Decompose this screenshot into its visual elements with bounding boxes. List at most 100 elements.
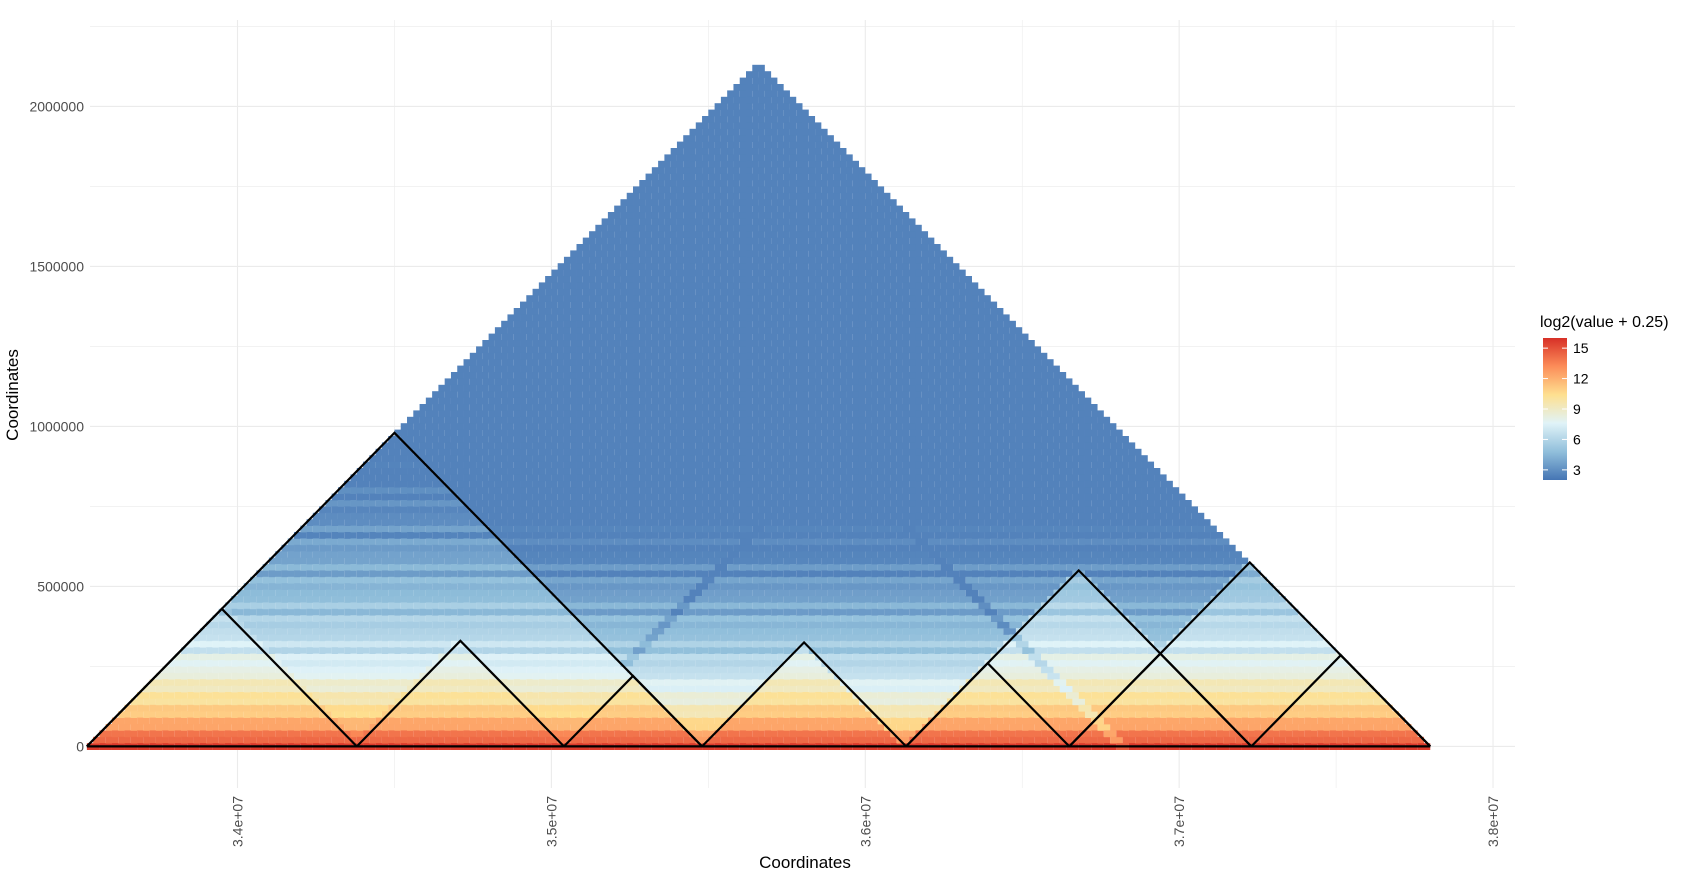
heatmap-cell xyxy=(821,186,834,193)
heatmap-cell xyxy=(809,289,822,296)
heatmap-cell xyxy=(834,314,847,321)
heatmap-cell xyxy=(620,494,633,501)
heatmap-cell xyxy=(225,730,238,737)
heatmap-cell xyxy=(1104,487,1117,494)
heatmap-cell xyxy=(407,545,420,552)
heatmap-cell xyxy=(765,116,778,123)
heatmap-cell xyxy=(815,231,828,238)
heatmap-cell xyxy=(859,327,872,334)
heatmap-cell xyxy=(752,282,765,289)
heatmap-cell xyxy=(595,673,608,680)
heatmap-cell xyxy=(539,666,552,673)
heatmap-cell xyxy=(991,564,1004,571)
heatmap-cell xyxy=(608,340,621,347)
heatmap-cell xyxy=(520,506,533,513)
heatmap-cell xyxy=(269,583,282,590)
heatmap-cell xyxy=(1054,449,1067,456)
heatmap-cell xyxy=(489,474,502,481)
heatmap-cell xyxy=(872,263,885,270)
heatmap-cell xyxy=(476,628,489,635)
heatmap-cell xyxy=(212,641,225,648)
heatmap-cell xyxy=(696,622,709,629)
heatmap-cell xyxy=(752,90,765,97)
heatmap-cell xyxy=(815,180,828,187)
heatmap-cell xyxy=(915,346,928,353)
heatmap-cell xyxy=(451,423,464,430)
heatmap-cell xyxy=(815,718,828,725)
heatmap-cell xyxy=(426,564,439,571)
heatmap-cell xyxy=(828,641,841,648)
heatmap-cell xyxy=(815,372,828,379)
heatmap-cell xyxy=(727,500,740,507)
heatmap-cell xyxy=(708,558,721,565)
heatmap-cell xyxy=(564,321,577,328)
heatmap-cell xyxy=(959,481,972,488)
heatmap-cell xyxy=(928,666,941,673)
heatmap-cell xyxy=(972,634,985,641)
heatmap-cell xyxy=(759,494,772,501)
heatmap-cell xyxy=(577,346,590,353)
heatmap-cell xyxy=(281,609,294,616)
heatmap-cell xyxy=(909,634,922,641)
heatmap-cell xyxy=(545,673,558,680)
heatmap-cell xyxy=(162,679,175,686)
heatmap-cell xyxy=(790,500,803,507)
heatmap-cell xyxy=(357,634,370,641)
heatmap-cell xyxy=(269,609,282,616)
heatmap-cell xyxy=(815,308,828,315)
heatmap-cell xyxy=(947,570,960,577)
heatmap-cell xyxy=(727,193,740,200)
heatmap-cell xyxy=(520,417,533,424)
heatmap-cell xyxy=(872,378,885,385)
heatmap-cell xyxy=(815,270,828,277)
heatmap-cell xyxy=(583,391,596,398)
heatmap-cell xyxy=(514,410,527,417)
heatmap-cell xyxy=(897,506,910,513)
heatmap-cell xyxy=(658,174,671,181)
heatmap-cell xyxy=(1035,596,1048,603)
heatmap-cell xyxy=(777,270,790,277)
heatmap-cell xyxy=(934,596,947,603)
heatmap-cell xyxy=(671,404,684,411)
heatmap-cell xyxy=(614,513,627,520)
heatmap-cell xyxy=(432,673,445,680)
heatmap-cell xyxy=(909,468,922,475)
heatmap-cell xyxy=(1085,532,1098,539)
heatmap-cell xyxy=(821,737,834,744)
heatmap-cell xyxy=(577,462,590,469)
heatmap-cell xyxy=(1022,609,1035,616)
heatmap-cell xyxy=(815,244,828,251)
heatmap-cell xyxy=(872,199,885,206)
heatmap-cell xyxy=(790,564,803,571)
heatmap-cell xyxy=(288,641,301,648)
heatmap-cell xyxy=(972,519,985,526)
heatmap-cell xyxy=(815,436,828,443)
heatmap-cell xyxy=(426,538,439,545)
heatmap-cell xyxy=(470,737,483,744)
heatmap-cell xyxy=(407,737,420,744)
heatmap-cell xyxy=(482,481,495,488)
heatmap-cell xyxy=(777,359,790,366)
heatmap-cell xyxy=(646,366,659,373)
heatmap-cell xyxy=(771,698,784,705)
heatmap-cell xyxy=(351,692,364,699)
heatmap-cell xyxy=(294,698,307,705)
heatmap-cell xyxy=(382,506,395,513)
heatmap-cell xyxy=(752,142,765,149)
heatmap-cell xyxy=(740,590,753,597)
heatmap-cell xyxy=(194,724,207,731)
heatmap-cell xyxy=(821,519,834,526)
heatmap-cell xyxy=(922,596,935,603)
heatmap-cell xyxy=(577,410,590,417)
heatmap-cell xyxy=(1041,423,1054,430)
heatmap-cell xyxy=(765,538,778,545)
heatmap-cell xyxy=(890,538,903,545)
heatmap-cell xyxy=(708,596,721,603)
heatmap-cell xyxy=(401,526,414,533)
heatmap-cell xyxy=(181,698,194,705)
heatmap-cell xyxy=(533,737,546,744)
heatmap-cell xyxy=(884,481,897,488)
heatmap-cell xyxy=(363,590,376,597)
heatmap-cell xyxy=(156,724,169,731)
heatmap-cell xyxy=(740,513,753,520)
